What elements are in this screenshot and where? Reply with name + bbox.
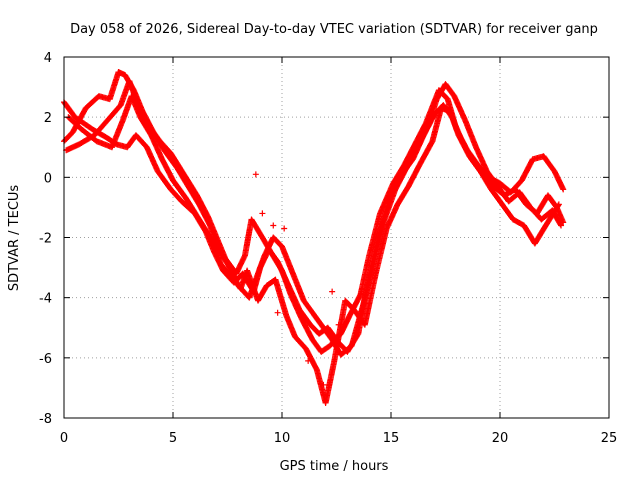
x-tick-label: 5 bbox=[169, 431, 177, 446]
data-point bbox=[558, 222, 565, 229]
x-tick-label: 20 bbox=[492, 431, 509, 446]
y-tick-label: -4 bbox=[39, 292, 52, 307]
y-tick-label: -2 bbox=[39, 232, 52, 247]
x-tick-label: 10 bbox=[274, 431, 291, 446]
scattered-point bbox=[270, 222, 277, 229]
axis-ticks: 0 5 10 15 20 25 -8 -6 -4 -2 0 2 4 bbox=[39, 51, 617, 446]
data-point bbox=[560, 186, 567, 193]
y-tick-label: -8 bbox=[39, 412, 52, 427]
x-tick-label: 0 bbox=[60, 431, 68, 446]
scattered-point bbox=[274, 309, 281, 316]
scattered-point bbox=[281, 225, 288, 232]
x-tick-label: 15 bbox=[383, 431, 400, 446]
scattered-point bbox=[305, 357, 312, 364]
x-axis-label: GPS time / hours bbox=[280, 459, 389, 474]
scattered-point bbox=[320, 381, 327, 388]
chart-title: Day 058 of 2026, Sidereal Day-to-day VTE… bbox=[70, 22, 598, 37]
y-tick-label: 2 bbox=[44, 111, 52, 126]
y-tick-label: 4 bbox=[44, 51, 52, 66]
data-point bbox=[555, 202, 562, 209]
scattered-point bbox=[335, 321, 342, 328]
scattered-point bbox=[252, 171, 259, 178]
y-tick-label: 0 bbox=[44, 171, 52, 186]
scattered-point bbox=[259, 210, 266, 217]
data-markers bbox=[61, 69, 567, 406]
scattered-point bbox=[329, 288, 336, 295]
y-axis-label: SDTVAR / TECUs bbox=[7, 185, 22, 292]
data-point bbox=[555, 201, 562, 208]
y-tick-label: -6 bbox=[39, 352, 52, 367]
data-point bbox=[557, 221, 564, 228]
x-tick-label: 25 bbox=[601, 431, 618, 446]
